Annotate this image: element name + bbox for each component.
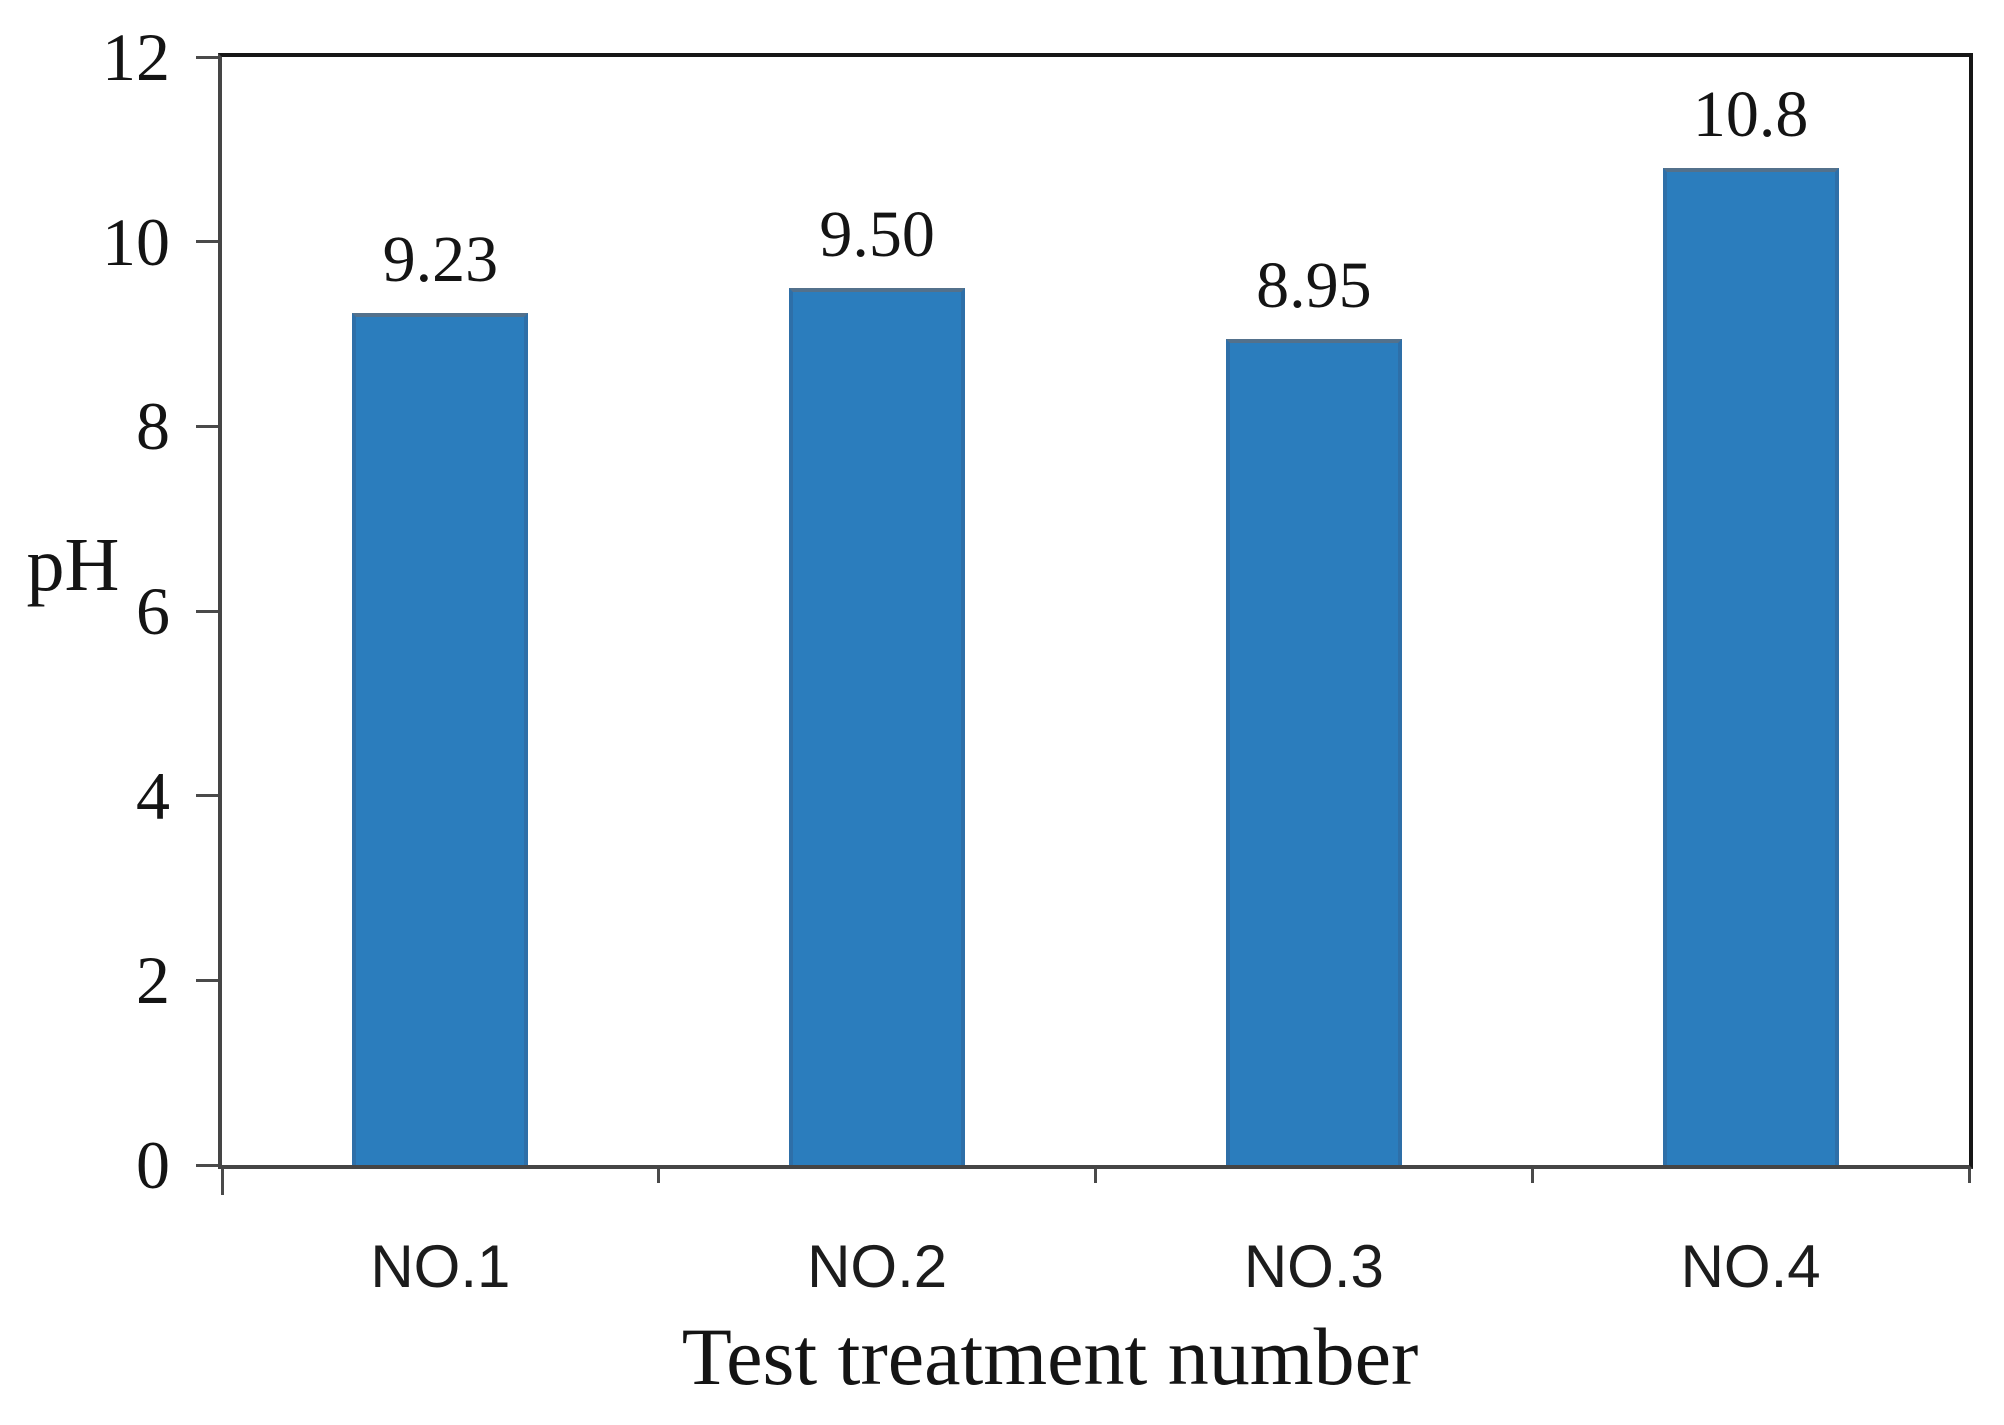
y-tick-mark xyxy=(196,55,218,59)
y-tick-label: 6 xyxy=(136,573,170,649)
y-tick-mark xyxy=(196,1163,218,1167)
y-tick-label: 0 xyxy=(136,1127,170,1203)
bar-no2 xyxy=(789,287,966,1165)
plot-area: 9.23 9.50 8.95 10.8 xyxy=(218,53,1973,1169)
y-tick-label: 2 xyxy=(136,942,170,1019)
y-tick-mark xyxy=(196,978,218,982)
bar-value-label: 9.23 xyxy=(382,222,499,296)
y-axis-title: pH xyxy=(26,523,120,607)
x-tick-label: NO.3 xyxy=(1243,1233,1384,1300)
bar-no4 xyxy=(1662,167,1839,1165)
bar-no1 xyxy=(352,312,529,1165)
x-tick-label: NO.1 xyxy=(370,1233,511,1300)
y-tick-mark xyxy=(196,794,218,798)
y-tick-label: 8 xyxy=(136,388,170,465)
bar-value-label: 10.8 xyxy=(1692,77,1809,151)
y-tick-mark xyxy=(196,609,218,613)
x-tick-mark xyxy=(1094,1169,1097,1183)
x-tick-mark xyxy=(1967,1169,1971,1183)
y-tick-label: 10 xyxy=(102,203,170,280)
y-tick-mark xyxy=(196,240,218,244)
x-tick-mark xyxy=(1530,1169,1534,1183)
bar-value-label: 8.95 xyxy=(1256,248,1372,322)
x-tick-mark xyxy=(657,1169,661,1183)
x-tick-label: NO.2 xyxy=(807,1233,948,1300)
bar-value-label: 9.50 xyxy=(819,197,935,271)
y-tick-label: 12 xyxy=(102,19,170,95)
x-tick-mark xyxy=(220,1169,224,1195)
y-tick-mark xyxy=(196,424,218,428)
y-tick-label: 4 xyxy=(136,757,170,834)
x-axis-title: Test treatment number xyxy=(681,1311,1419,1402)
bar-no3 xyxy=(1225,338,1402,1165)
x-tick-label: NO.4 xyxy=(1680,1233,1821,1300)
